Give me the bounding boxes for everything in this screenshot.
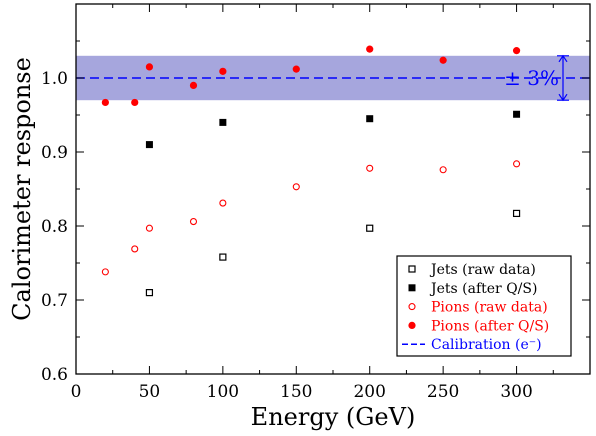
legend-box (396, 255, 572, 357)
band-label: ± 3% (504, 66, 559, 90)
legend-label: Calibration (e⁻) (431, 337, 542, 353)
data-point-series-2 (219, 118, 227, 126)
x-tick-label: 50 (139, 382, 161, 402)
data-point-series-3 (513, 160, 521, 168)
data-point-series-3 (292, 183, 300, 191)
data-point-series-1 (219, 253, 227, 261)
data-point-series-3 (219, 199, 227, 207)
x-tick-label: 200 (353, 382, 385, 402)
data-point-series-3 (145, 224, 153, 232)
data-point-series-2 (366, 115, 374, 123)
y-tick-label: 1.0 (41, 69, 68, 89)
data-point-series-2 (513, 110, 521, 118)
legend: Jets (raw data) Jets (after Q/S) Pions (ra… (396, 255, 572, 357)
legend-swatch (408, 321, 416, 329)
data-point-series-3 (131, 245, 139, 253)
y-tick-label: 0.8 (41, 217, 68, 237)
axes-layer: 0 50 100 150 200 250 300 0.6 0.7 0.8 0.9 1.0 (41, 3, 591, 402)
data-point-series-4 (439, 56, 447, 64)
tolerance-band-layer: ± 3% (76, 54, 590, 102)
x-tick-label: 150 (280, 382, 312, 402)
data-point-series-1 (145, 289, 154, 297)
y-axis-title: Calorimeter response (8, 57, 36, 321)
y-tick-label: 0.6 (41, 365, 68, 385)
data-point-series-3 (189, 218, 198, 226)
x-tick-label: 300 (500, 382, 532, 402)
data-point-series-1 (512, 209, 521, 218)
data-point-series-4 (366, 45, 374, 53)
data-point-series-4 (145, 63, 154, 71)
data-point-series-4 (131, 98, 139, 107)
data-point-series-4 (219, 67, 227, 75)
data-point-series-4 (292, 65, 300, 73)
data-point-series-3 (366, 164, 374, 172)
data-point-series-2 (145, 141, 153, 149)
data-point-series-4 (512, 47, 521, 55)
data-layer (101, 45, 521, 297)
legend-swatch (408, 284, 416, 292)
data-point-series-3 (101, 268, 109, 276)
legend-label: Jets (after Q/S) (429, 281, 537, 297)
legend-label: Pions (after Q/S) (431, 318, 549, 334)
data-point-series-3 (439, 166, 447, 174)
x-tick-label: 100 (207, 382, 239, 402)
y-tick-label: 0.7 (41, 291, 68, 311)
legend-swatch (408, 265, 416, 273)
data-point-series-4 (189, 81, 198, 89)
legend-label: Pions (raw data) (431, 300, 548, 316)
y-tick-label: 0.9 (41, 143, 68, 163)
x-tick-label: 250 (427, 382, 459, 402)
x-tick-label: 0 (71, 382, 82, 402)
legend-swatch (408, 303, 416, 311)
legend-label: Jets (raw data) (429, 262, 536, 278)
data-point-series-1 (366, 224, 374, 232)
data-point-series-4 (101, 98, 109, 107)
x-axis-title: Energy (GeV) (251, 403, 416, 431)
